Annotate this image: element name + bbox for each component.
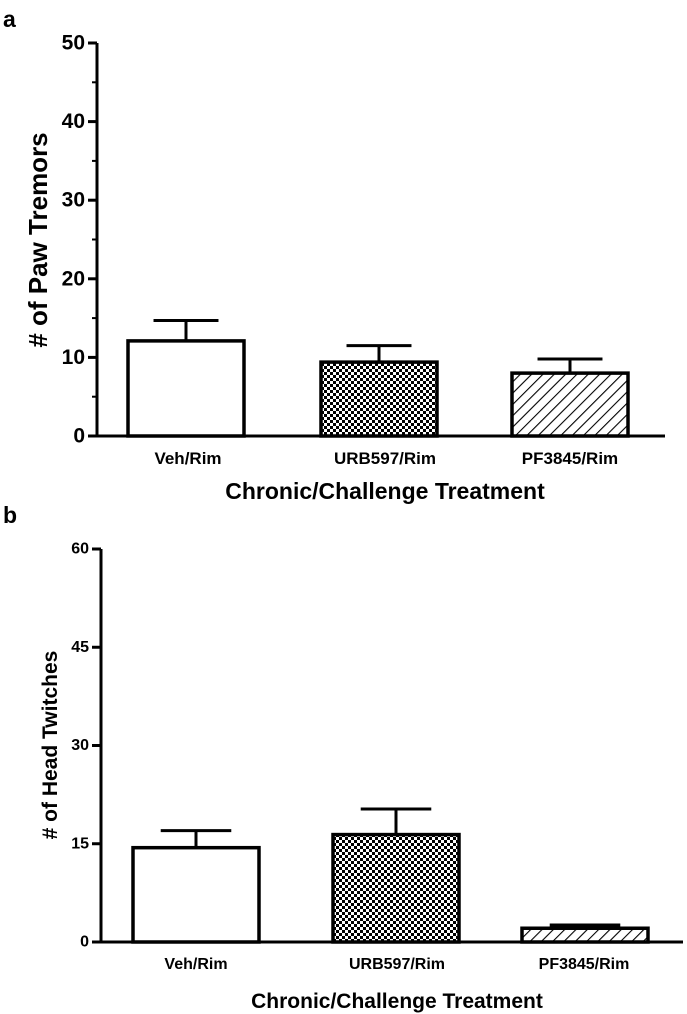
y-tick-label: 20: [62, 267, 85, 290]
panel-b-x-axis-title: Chronic/Challenge Treatment: [251, 990, 543, 1013]
panel-a-category-label: Veh/Rim: [154, 449, 221, 468]
y-tick-label: 30: [71, 737, 89, 754]
panel-a-bars: [126, 318, 630, 438]
y-tick-label: 10: [62, 346, 85, 369]
panel-a-letter: a: [3, 6, 16, 32]
bar: [319, 360, 439, 438]
panel-b-bars: [131, 807, 650, 944]
panel-b-letter: b: [3, 502, 17, 528]
bar: [510, 371, 630, 438]
y-tick-label: 40: [62, 110, 85, 133]
y-tick-label: 45: [71, 639, 89, 656]
y-tick-label: 60: [71, 541, 89, 558]
y-tick-label: 0: [80, 934, 89, 951]
y-tick-label: 15: [71, 835, 89, 852]
y-tick-label: 30: [62, 189, 85, 212]
panel-a-x-axis-title: Chronic/Challenge Treatment: [225, 478, 545, 504]
panel-b-category-label: Veh/Rim: [164, 956, 227, 973]
panel-b: b 0 15 30 45 60 Veh/Rim URB597/Rim PF3845/Ri…: [3, 502, 683, 1013]
bar: [520, 926, 650, 944]
panel-a-category-label: PF3845/Rim: [522, 449, 618, 468]
panel-a-y-axis-title: # of Paw Tremors: [23, 132, 53, 347]
panel-a-category-label: URB597/Rim: [334, 449, 436, 468]
y-tick-label: 50: [62, 32, 85, 55]
bar: [331, 832, 461, 944]
y-tick-label: 0: [73, 425, 85, 448]
panel-b-y-axis-title: # of Head Twitches: [39, 651, 62, 840]
panel-b-category-label: PF3845/Rim: [539, 956, 630, 973]
bar: [126, 339, 246, 438]
panel-b-category-label: URB597/Rim: [349, 956, 445, 973]
panel-a-y-ticks: 0 10 20 30 40 50: [62, 32, 97, 448]
panel-a: a 0 10 20 30 40 50 Veh/Rim URB597/Rim PF3845/…: [3, 6, 665, 504]
panel-b-y-ticks: 0 15 30 45 60: [71, 541, 101, 951]
bar: [131, 845, 261, 944]
